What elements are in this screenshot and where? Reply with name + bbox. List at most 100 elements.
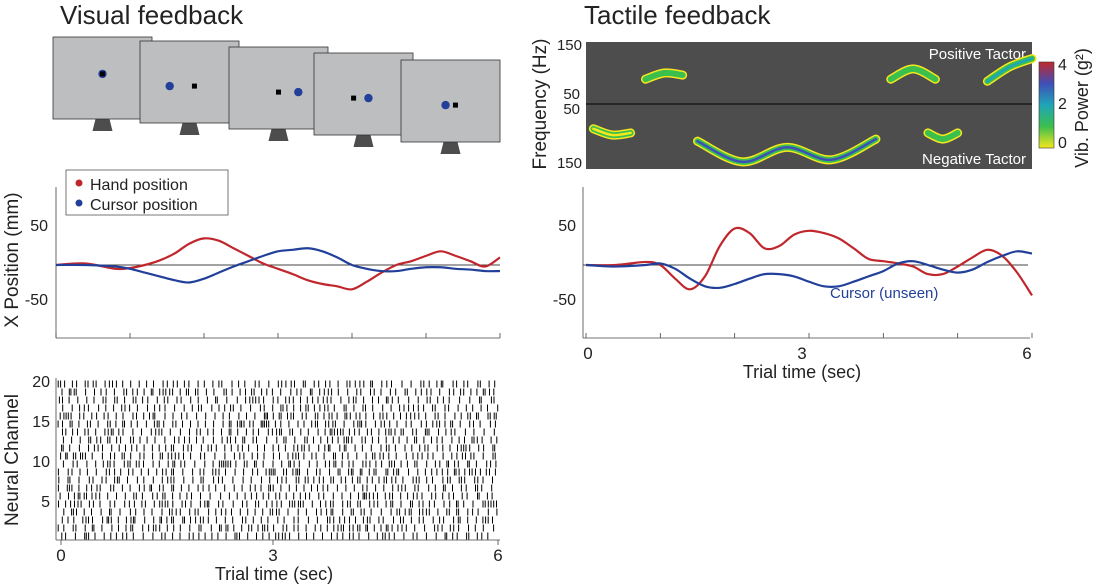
raster-channel-row <box>59 492 493 500</box>
raster-ytick-15: 15 <box>32 414 50 431</box>
spectrogram-burst <box>640 68 688 84</box>
legend-cursor-marker <box>75 199 83 207</box>
monitor-screen <box>139 40 240 124</box>
cursor-position-line <box>55 247 501 284</box>
raster-channel-row <box>57 484 493 492</box>
legend-hand-label: Hand position <box>90 177 188 194</box>
spectrogram-bursts <box>588 54 1037 167</box>
monitor-5 <box>400 59 501 154</box>
hand-position-line <box>585 226 1033 297</box>
monitor-screen <box>228 46 329 130</box>
colorbar-gradient <box>1038 61 1055 149</box>
tactile-spectrogram: Positive Tactor Negative Tactor 150 50 5… <box>530 37 1032 172</box>
colorbar-tick-4: 4 <box>1058 57 1067 74</box>
tactile-position-axes: 50 -50 0 3 6 Trial time (sec) Cursor (un… <box>553 187 1032 382</box>
raster-xtick-0: 0 <box>56 546 65 565</box>
raster-channel-row <box>62 460 497 468</box>
colorbar-label: Vib. Power (g²) <box>1072 48 1092 168</box>
spectrogram-background <box>586 42 1032 169</box>
raster-channel-row <box>59 412 497 420</box>
raster-channel-row <box>62 436 498 444</box>
positive-tactor-label: Positive Tactor <box>929 46 1026 63</box>
monitor-sequence <box>52 36 501 154</box>
monitor-stand <box>440 142 461 154</box>
raster-channel-row <box>58 500 497 508</box>
spectrogram-burst <box>923 128 963 144</box>
legend-hand-marker <box>75 179 83 187</box>
raster-channel-row <box>61 388 495 396</box>
tactile-position-plot <box>585 226 1033 297</box>
spectrogram-burst <box>588 124 636 140</box>
monitor-2 <box>139 40 240 135</box>
negative-tactor-label: Negative Tactor <box>922 151 1026 168</box>
raster-channel-row <box>57 524 495 532</box>
cursor-dot <box>441 100 450 110</box>
target-square <box>351 95 357 101</box>
cursor-position-line <box>585 250 1033 290</box>
visual-xlabel: Trial time (sec) <box>215 564 333 584</box>
visual-ytick-minus50: -50 <box>25 292 48 309</box>
spec-ytick-150-top: 150 <box>557 37 582 54</box>
raster-channel-row <box>57 420 496 428</box>
target-square <box>100 71 105 77</box>
cursor-dot <box>165 81 174 91</box>
raster-channel-row <box>58 476 493 484</box>
legend: Hand position Cursor position <box>65 169 229 216</box>
spectrogram-burst <box>693 134 881 167</box>
raster-channel-row <box>62 404 499 412</box>
spec-ytick-50-upper: 50 <box>563 86 580 103</box>
raster-ylabel: Neural Channel <box>2 394 23 526</box>
visual-position-xticks <box>55 333 501 338</box>
colorbar-tick-2: 2 <box>1058 96 1067 113</box>
target-square <box>276 89 281 95</box>
tactile-xtick-3: 3 <box>797 344 806 363</box>
raster-xtick-3: 3 <box>268 546 277 565</box>
raster-channel-row <box>62 428 495 436</box>
raster-channel-row <box>61 516 493 524</box>
visual-position-plot <box>55 237 501 291</box>
raster-channel-row <box>61 444 496 452</box>
tactile-title: Tactile feedback <box>584 0 771 30</box>
monitor-stand <box>353 135 374 147</box>
spec-ytick-150-bottom: 150 <box>557 155 582 172</box>
colorbar: 4 2 0 Vib. Power (g²) <box>1038 48 1092 168</box>
raster-channel-row <box>57 380 496 388</box>
tactile-ytick-minus50: -50 <box>553 292 576 309</box>
tactile-position-xticks <box>585 333 1033 338</box>
monitor-4 <box>313 52 414 147</box>
monitor-stand <box>268 129 289 141</box>
monitor-stand <box>179 123 200 135</box>
visual-title: Visual feedback <box>60 0 244 30</box>
cursor-dot <box>294 87 303 97</box>
raster-xtick-6: 6 <box>493 546 502 565</box>
raster-channel-row <box>63 508 498 516</box>
spectrogram-burst <box>982 54 1037 86</box>
target-square <box>452 102 458 108</box>
cursor-unseen-label: Cursor (unseen) <box>830 285 938 302</box>
tactile-xtick-0: 0 <box>583 344 592 363</box>
spectrogram-burst <box>886 64 940 84</box>
raster-ytick-5: 5 <box>41 494 50 511</box>
spec-ytick-50-lower: 50 <box>563 101 580 118</box>
colorbar-tick-0: 0 <box>1058 135 1067 152</box>
legend-cursor-label: Cursor position <box>90 197 198 214</box>
target-square <box>191 83 197 89</box>
spec-ylabel: Frequency (Hz) <box>530 39 551 170</box>
tactile-xtick-6: 6 <box>1022 344 1031 363</box>
raster-channel-row <box>57 468 496 476</box>
raster-channel-row <box>61 532 489 540</box>
raster-ytick-10: 10 <box>32 454 50 471</box>
monitor-3 <box>228 46 329 141</box>
visual-ylabel: X Position (mm) <box>2 192 23 327</box>
raster-channel-row <box>60 452 496 460</box>
monitor-screen <box>400 59 501 143</box>
neural-raster-axes: 20 15 10 5 Neural Channel 0 3 6 Trial ti… <box>2 374 503 584</box>
visual-ytick-50: 50 <box>30 218 48 235</box>
raster-channel-row <box>58 396 495 404</box>
neural-raster-plot <box>57 380 499 540</box>
cursor-dot <box>364 93 373 103</box>
raster-ytick-20: 20 <box>32 374 50 391</box>
tactile-ytick-50: 50 <box>558 218 576 235</box>
hand-position-line <box>55 237 501 291</box>
